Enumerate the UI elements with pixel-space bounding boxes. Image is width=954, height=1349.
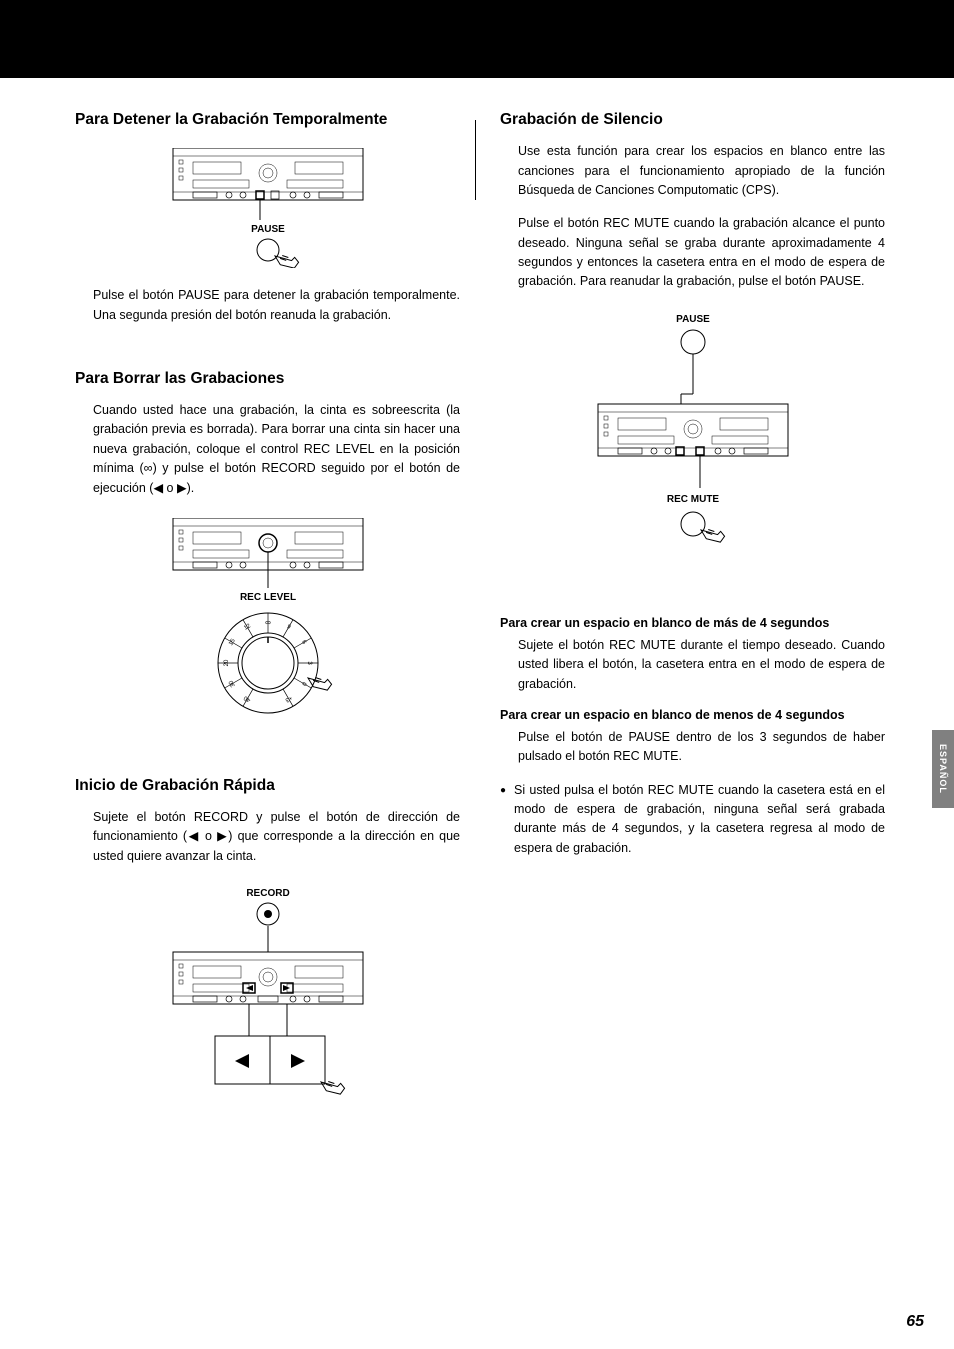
r-sub2-title: Para crear un espacio en blanco de menos… — [500, 708, 885, 722]
sec1-figure: PAUSE — [75, 148, 460, 268]
fig-label-pause2: PAUSE — [676, 314, 710, 325]
r-sub2-body: Pulse el botón de PAUSE dentro de los 3 … — [500, 728, 885, 767]
column-divider — [475, 120, 476, 200]
language-tab: ESPAÑOL — [932, 730, 954, 808]
left-column: Para Detener la Grabación Temporalmente — [75, 110, 460, 1134]
fig-label-reclevel: REC LEVEL — [239, 592, 295, 603]
r-bullet: Si usted pulsa el botón REC MUTE cuando … — [500, 781, 885, 859]
deck-pause-diagram: PAUSE — [143, 148, 393, 268]
fig-label-recmute: REC MUTE — [666, 494, 719, 505]
deck-recmute-diagram: PAUSE — [563, 312, 823, 582]
content-columns: Para Detener la Grabación Temporalmente — [75, 110, 885, 1134]
deck-record-diagram: RECORD — [143, 886, 393, 1116]
deck-reclevel-diagram: REC LEVEL ∞ 40 30 20 15 12 9 6 3 0 — [143, 518, 393, 728]
header-black-bar — [0, 0, 954, 78]
r-sec1-title: Grabación de Silencio — [500, 110, 885, 130]
fig-label-record: RECORD — [246, 888, 289, 899]
r-sub1-body: Sujete el botón REC MUTE durante el tiem… — [500, 636, 885, 694]
fig-label-pause: PAUSE — [251, 224, 285, 235]
page-number: 65 — [906, 1313, 924, 1331]
sec3-figure: RECORD — [75, 886, 460, 1116]
r-sec1-p2: Pulse el botón REC MUTE cuando la grabac… — [500, 214, 885, 292]
sec2-title: Para Borrar las Grabaciones — [75, 369, 460, 389]
sec1-title: Para Detener la Grabación Temporalmente — [75, 110, 460, 130]
r-sec1-p1: Use esta función para crear los espacios… — [500, 142, 885, 200]
sec3-title: Inicio de Grabación Rápida — [75, 776, 460, 796]
r-sec1-figure: PAUSE — [500, 312, 885, 582]
sec1-body: Pulse el botón PAUSE para detener la gra… — [75, 286, 460, 325]
r-sub1-title: Para crear un espacio en blanco de más d… — [500, 616, 885, 630]
r-bullet-text: Si usted pulsa el botón REC MUTE cuando … — [514, 781, 885, 859]
sec3-body: Sujete el botón RECORD y pulse el botón … — [75, 808, 460, 866]
sec2-figure: REC LEVEL ∞ 40 30 20 15 12 9 6 3 0 — [75, 518, 460, 728]
sec2-body: Cuando usted hace una grabación, la cint… — [75, 401, 460, 498]
right-column: Grabación de Silencio Use esta función p… — [500, 110, 885, 1134]
